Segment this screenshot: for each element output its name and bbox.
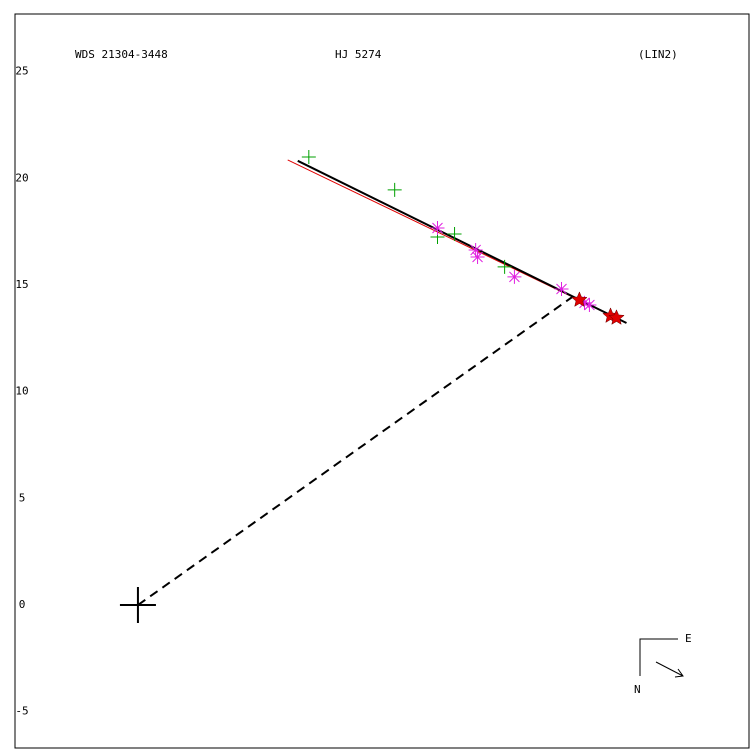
dashed-line: [137, 296, 573, 606]
point-asterisk: [470, 250, 485, 265]
point-plus: [447, 226, 462, 241]
y-tick-label: 20: [15, 171, 28, 184]
orbit-line: [297, 159, 627, 324]
compass-north: N: [634, 683, 641, 696]
point-plus: [497, 259, 512, 274]
point-star: [571, 291, 588, 307]
title-left: WDS 21304-3448: [75, 48, 168, 61]
title-center: HJ 5274: [335, 48, 382, 61]
title-right: (LIN2): [638, 48, 678, 61]
point-asterisk: [554, 282, 569, 297]
compass: E N: [634, 632, 692, 696]
point-plus: [301, 149, 316, 164]
y-tick-label: 5: [19, 491, 26, 504]
compass-axes: [639, 638, 678, 676]
y-tick-label: 0: [19, 598, 26, 611]
point-asterisk: [430, 221, 445, 236]
y-tick-label: -5: [15, 705, 28, 718]
point-star: [608, 309, 625, 325]
compass-east: E: [685, 632, 692, 645]
primary-star: [119, 587, 156, 624]
y-tick-label: 10: [15, 385, 28, 398]
point-asterisk: [468, 242, 483, 257]
y-tick-label: 15: [15, 278, 28, 291]
point-asterisk: [507, 269, 522, 284]
y-tick-label: 25: [15, 65, 28, 78]
point-asterisk: [577, 295, 592, 310]
frame: [14, 13, 750, 749]
compass-arrow: [655, 661, 684, 678]
point-asterisk: [582, 298, 597, 313]
point-plus: [387, 182, 402, 197]
